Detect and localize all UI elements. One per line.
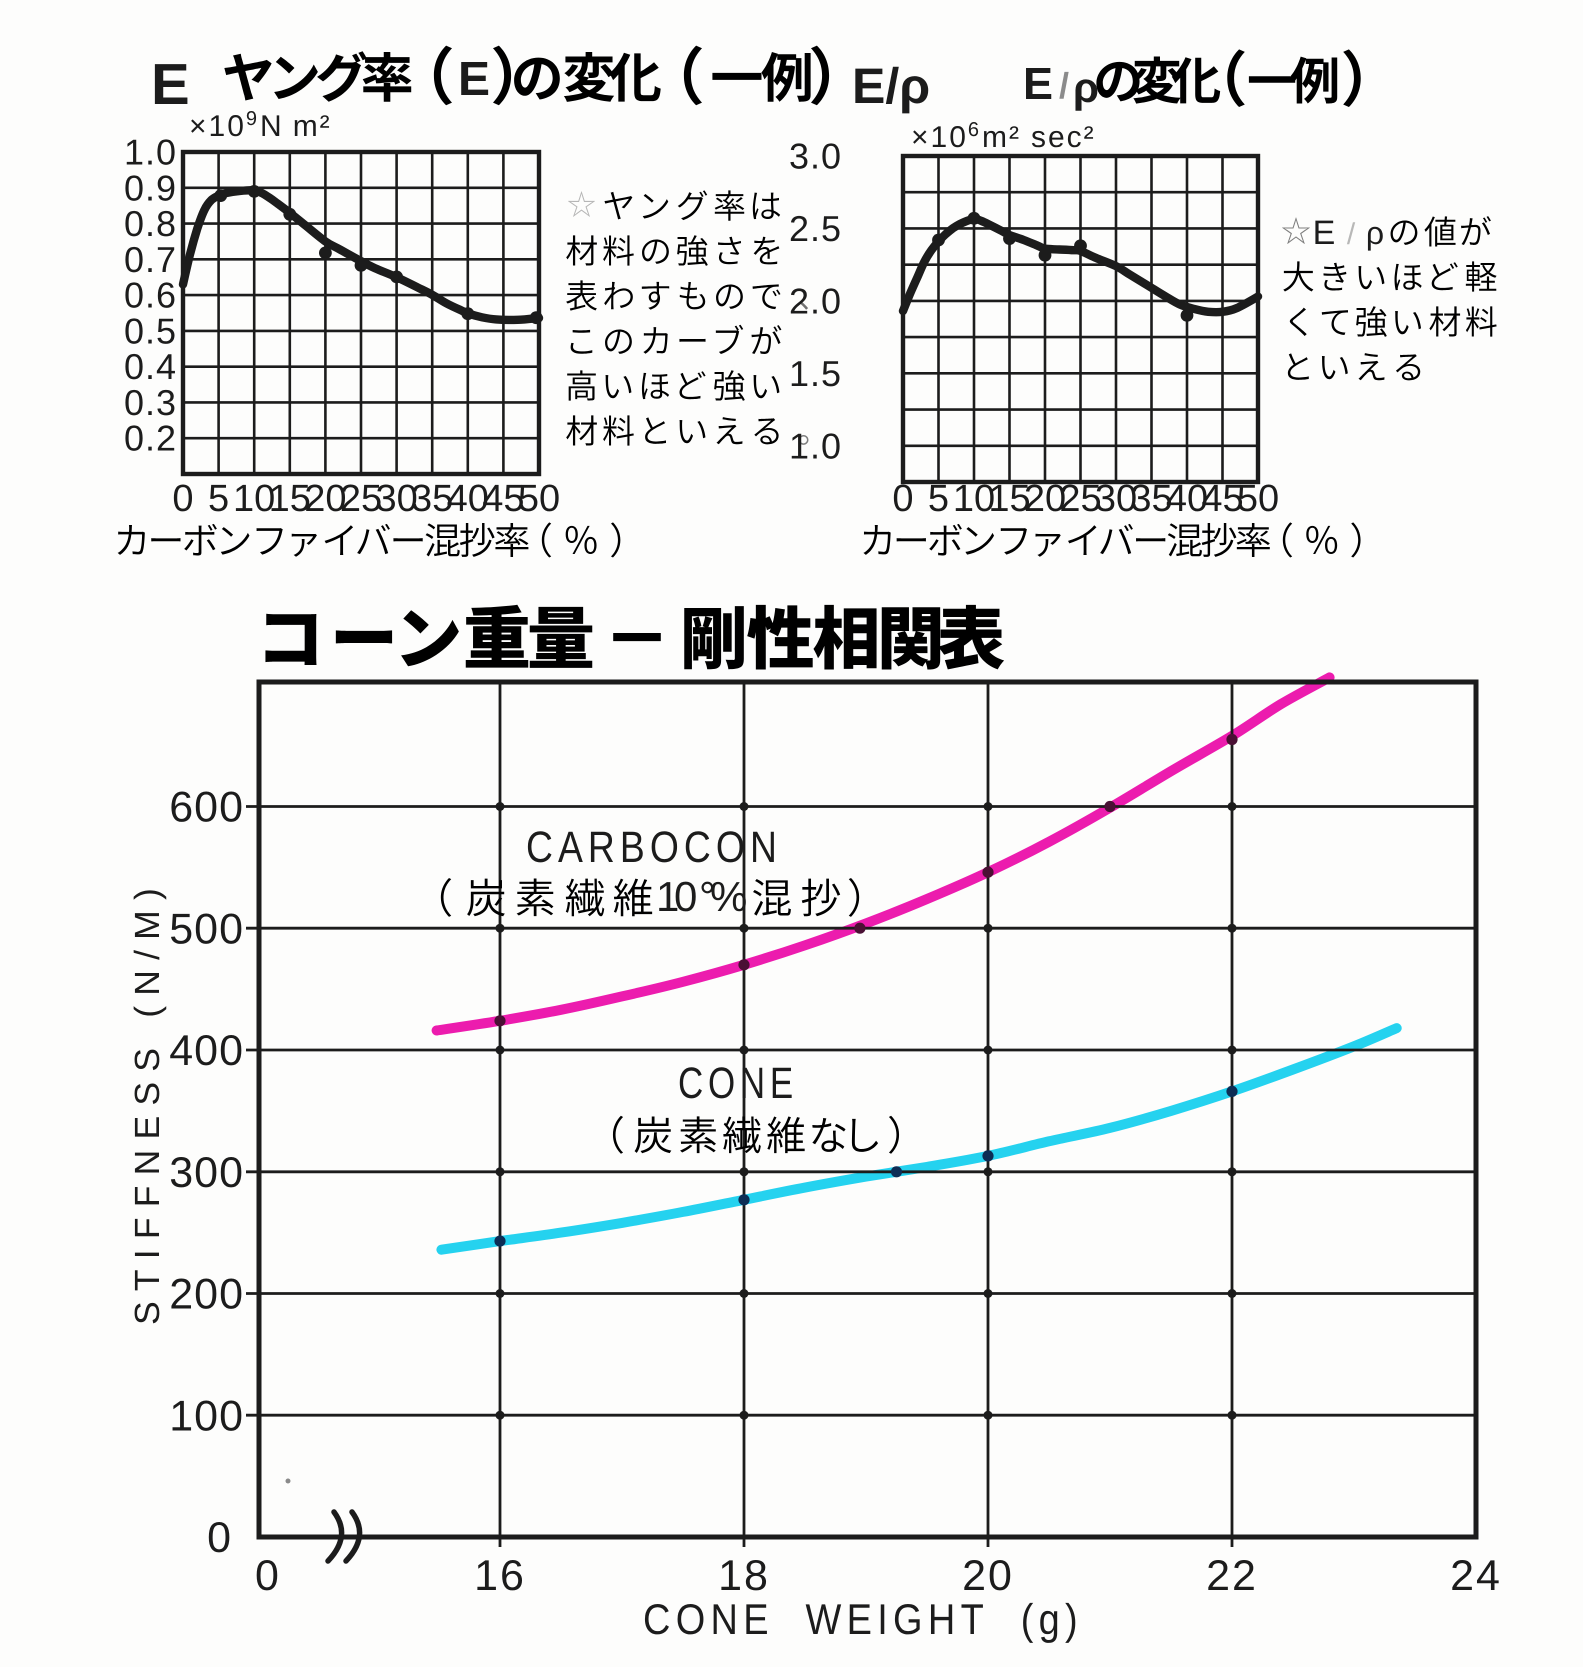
svg-text:20: 20	[1024, 478, 1066, 520]
svg-text:STIFFNESS (N/M): STIFFNESS (N/M)	[128, 878, 167, 1325]
svg-text:1.0: 1.0	[124, 132, 177, 173]
svg-text:15: 15	[988, 478, 1030, 520]
svg-text:1.0: 1.0	[789, 425, 842, 466]
svg-text:E: E	[1023, 58, 1053, 109]
svg-text:3.0: 3.0	[789, 136, 842, 177]
svg-text:0.7: 0.7	[124, 239, 177, 280]
svg-text:/: /	[1347, 218, 1356, 251]
svg-text:30: 30	[375, 478, 417, 520]
svg-text:20: 20	[304, 478, 346, 520]
svg-text:25: 25	[1059, 478, 1101, 520]
svg-text:400: 400	[169, 1027, 244, 1075]
svg-text:ρ: ρ	[1366, 215, 1384, 251]
svg-text:2.5: 2.5	[789, 208, 842, 249]
svg-text:0.3: 0.3	[124, 382, 177, 423]
svg-text:40: 40	[447, 478, 489, 520]
svg-text:2.0: 2.0	[789, 280, 842, 321]
svg-text:CARBOCON: CARBOCON	[526, 823, 782, 872]
svg-text:CONE WEIGHT (g): CONE WEIGHT (g)	[643, 1596, 1083, 1644]
svg-text:45: 45	[482, 478, 524, 520]
svg-text:0.6: 0.6	[124, 275, 177, 316]
svg-text:0.4: 0.4	[124, 346, 177, 387]
svg-text:20: 20	[962, 1552, 1014, 1600]
svg-text:E/ρ: E/ρ	[852, 58, 930, 114]
svg-text:5: 5	[928, 478, 949, 520]
svg-text:35: 35	[1130, 478, 1172, 520]
svg-text:0: 0	[255, 1552, 279, 1600]
svg-text:0.2: 0.2	[124, 418, 177, 459]
svg-text:ρ: ρ	[1073, 64, 1099, 111]
svg-text:1.5: 1.5	[789, 353, 842, 394]
svg-text:E: E	[1313, 214, 1336, 252]
svg-text:35: 35	[411, 478, 453, 520]
svg-text:0: 0	[172, 478, 193, 520]
svg-text:0.9: 0.9	[124, 167, 177, 208]
svg-text:18: 18	[718, 1552, 770, 1600]
svg-text:50: 50	[518, 478, 560, 520]
svg-text:CONE: CONE	[678, 1059, 798, 1108]
svg-text:100: 100	[169, 1392, 244, 1440]
svg-text:E: E	[151, 52, 190, 117]
svg-text:45: 45	[1201, 478, 1243, 520]
svg-text:/: /	[1059, 65, 1069, 106]
svg-text:10: 10	[953, 478, 995, 520]
svg-text:0.8: 0.8	[124, 203, 177, 244]
svg-text:30: 30	[1095, 478, 1137, 520]
svg-text:25: 25	[340, 478, 382, 520]
svg-text:10°%: 10°%	[656, 873, 747, 920]
svg-text:0: 0	[892, 478, 913, 520]
svg-text:16: 16	[474, 1552, 526, 1600]
svg-text:0: 0	[207, 1514, 232, 1562]
svg-text:40: 40	[1166, 478, 1208, 520]
svg-text:22: 22	[1206, 1552, 1258, 1600]
svg-text:600: 600	[169, 784, 244, 832]
svg-text:500: 500	[169, 905, 244, 953]
svg-text:50: 50	[1237, 478, 1279, 520]
svg-text:24: 24	[1450, 1552, 1502, 1600]
svg-text:0.5: 0.5	[124, 310, 177, 351]
svg-text:E: E	[458, 53, 490, 106]
svg-text:300: 300	[169, 1149, 244, 1197]
svg-text:15: 15	[269, 478, 311, 520]
svg-text:200: 200	[169, 1271, 244, 1319]
svg-text:10: 10	[233, 478, 275, 520]
svg-text:5: 5	[208, 478, 229, 520]
